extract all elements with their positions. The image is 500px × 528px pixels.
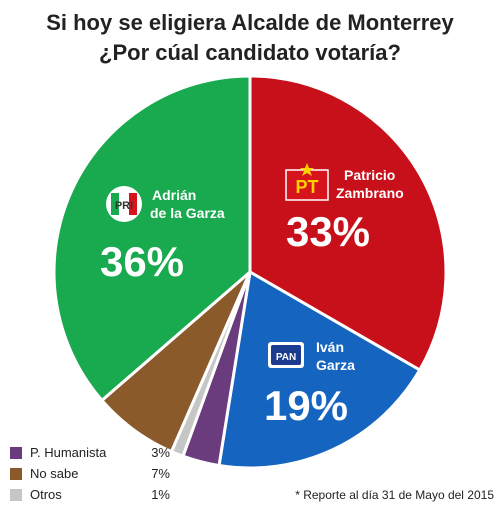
- legend: P. Humanista 3% No sabe 7% Otros 1%: [10, 442, 170, 505]
- pri-logo-text: PRI: [115, 200, 133, 212]
- legend-value: 3%: [151, 445, 170, 460]
- pie-slice-adri-n-de-la-garza: [52, 74, 252, 403]
- chart-title: Si hoy se eligiera Alcalde de Monterrey: [46, 10, 454, 35]
- chart-subtitle: ¿Por cúal candidato votaría?: [99, 40, 401, 65]
- legend-name: Otros: [30, 487, 62, 502]
- pan-percent-label: 19%: [264, 382, 348, 429]
- pie-slice-iv-n-garza: [217, 269, 422, 470]
- star-icon: [300, 163, 314, 176]
- pt-label-group: PT Patricio Zambrano 33%: [285, 163, 404, 255]
- pri-name-line1: Adrián: [152, 187, 196, 203]
- pt-name-line2: Zambrano: [336, 185, 404, 201]
- legend-value: 1%: [151, 487, 170, 502]
- legend-swatch: [10, 446, 22, 459]
- pt-name-line1: Patricio: [344, 167, 395, 183]
- pie-slices: [52, 74, 448, 470]
- pri-percent-label: 36%: [100, 238, 184, 285]
- pri-label-group: PRI Adrián de la Garza 36%: [100, 186, 225, 285]
- pri-logo-green: [111, 193, 119, 215]
- legend-item: No sabe 7%: [10, 463, 170, 484]
- legend-name: P. Humanista: [30, 445, 107, 460]
- legend-item: Otros 1%: [10, 484, 170, 505]
- legend-value: 7%: [151, 466, 170, 481]
- legend-swatch: [10, 467, 22, 480]
- pt-logo-text: PT: [295, 177, 318, 197]
- legend-swatch: [10, 488, 22, 501]
- pan-name-line1: Iván: [316, 339, 344, 355]
- pan-logo-inner: [271, 345, 301, 365]
- pri-name-line2: de la Garza: [150, 205, 225, 221]
- legend-name: No sabe: [30, 466, 79, 481]
- legend-item: P. Humanista 3%: [10, 442, 170, 463]
- pan-name-line2: Garza: [316, 357, 355, 373]
- pt-percent-label: 33%: [286, 208, 370, 255]
- pan-logo-text: PAN: [276, 352, 296, 363]
- pan-label-group: PAN Iván Garza 19%: [264, 339, 355, 429]
- pie-slice-patricio-zambrano: [248, 74, 448, 373]
- footnote: * Reporte al día 31 de Mayo del 2015: [295, 488, 494, 502]
- pri-logo-red: [129, 193, 137, 215]
